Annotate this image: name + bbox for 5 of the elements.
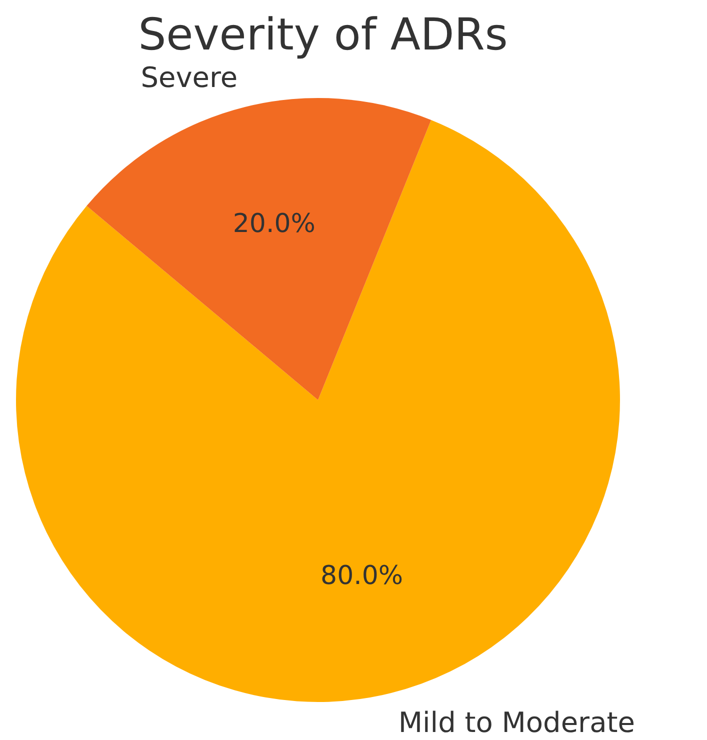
data-label: 80.0%: [320, 560, 404, 591]
chart-title: Severity of ADRs: [138, 10, 508, 60]
data-label: 20.0%: [232, 209, 316, 240]
slice-label: Mild to Moderate: [398, 706, 635, 739]
slice-label: Severe: [140, 61, 238, 94]
